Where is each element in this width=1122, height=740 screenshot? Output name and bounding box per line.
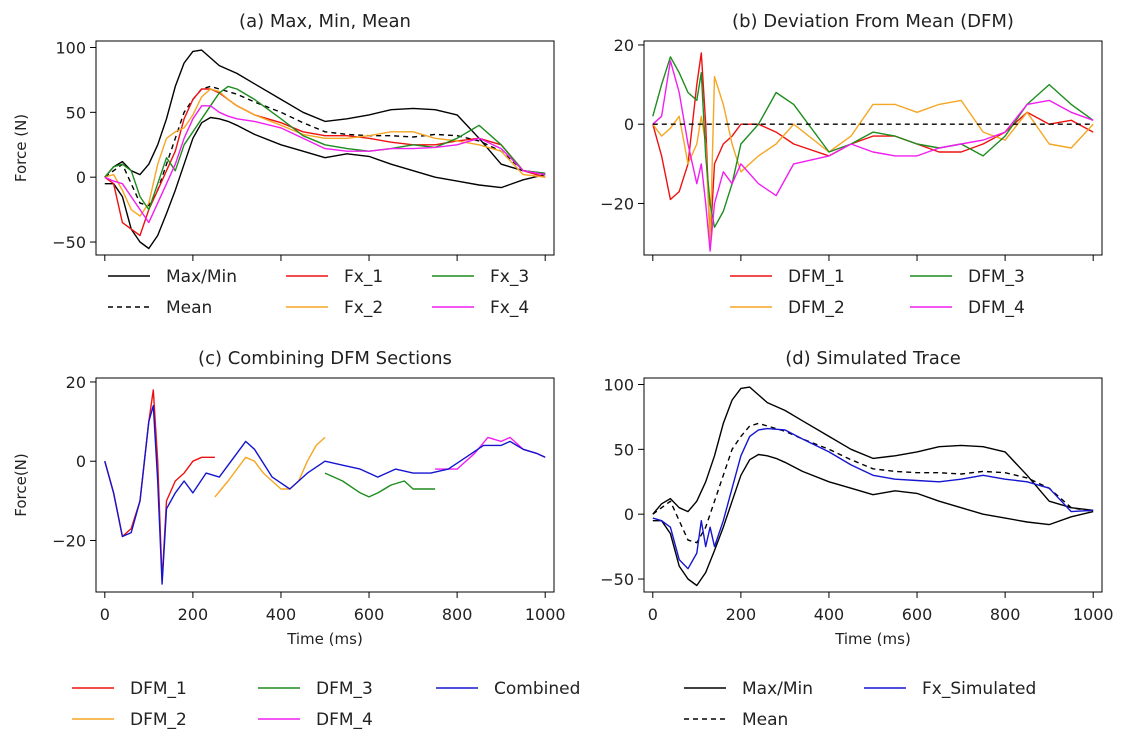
axes-frame (643, 40, 1103, 256)
y-tick-label: 0 (624, 505, 634, 524)
chart-title: (b) Deviation From Mean (DFM) (732, 11, 1014, 32)
legend-label: Mean (166, 298, 212, 318)
series-line-max-min (652, 386, 1094, 515)
axes-frame (95, 377, 555, 593)
x-tick-label: 1000 (525, 605, 566, 624)
series-line-fx-2 (104, 88, 546, 217)
legend-label: Fx_Simulated (922, 679, 1036, 699)
chart-title: (d) Simulated Trace (785, 348, 961, 369)
legend-label: Fx_1 (344, 267, 383, 287)
x-tick-label: 600 (902, 605, 933, 624)
series-line-dfm-4 (435, 436, 546, 470)
y-tick-label: −20 (600, 194, 634, 213)
legend-label: DFM_3 (968, 267, 1025, 287)
y-tick-label: −50 (52, 233, 86, 252)
legend-label: Max/Min (166, 267, 237, 287)
legend-label: DFM_4 (316, 710, 373, 730)
series-line-dfm-3 (324, 472, 436, 498)
series-line-dfm-4 (652, 60, 1094, 252)
legend-label: Fx_4 (490, 298, 529, 318)
legend-label: Max/Min (742, 679, 813, 699)
legend: DFM_1 DFM_2 DFM_3 DFM_4 Combined (72, 679, 580, 730)
series-line-fx-4 (104, 105, 546, 224)
series-line-fx-3 (104, 85, 546, 211)
series-line-aux-1 (652, 453, 1094, 587)
x-tick-label: 400 (814, 605, 845, 624)
legend-label: DFM_4 (968, 298, 1025, 318)
x-axis-label: Time (ms) (286, 630, 363, 648)
legend-label: Fx_3 (490, 267, 529, 287)
legend-label: DFM_2 (788, 298, 845, 318)
series-line-dfm-2 (652, 75, 1094, 244)
chart-a: (a) Max, Min, Mean −50 0 50 100 Force (N) Max/… (12, 11, 555, 318)
x-tick-label: 1000 (1073, 605, 1114, 624)
legend: DFM_1 DFM_2 DFM_3 DFM_4 (730, 267, 1025, 318)
series-line-aux-1 (104, 116, 546, 250)
legend-label: DFM_1 (788, 267, 845, 287)
series-line-max-min (104, 49, 546, 178)
y-tick-label: 20 (614, 36, 634, 55)
y-tick-label: 100 (603, 375, 634, 394)
y-tick-label: 0 (76, 168, 86, 187)
series-line-fx-1 (104, 88, 546, 237)
y-axis-label: Force (N) (12, 114, 30, 182)
legend: Max/Min Mean Fx_1 Fx_2 Fx_3 Fx_4 (108, 267, 529, 318)
series-line-dfm-3 (652, 56, 1094, 229)
x-tick-label: 200 (726, 605, 757, 624)
legend-label: Fx_2 (344, 298, 383, 318)
y-tick-label: 50 (614, 440, 634, 459)
series-line-combined (104, 405, 546, 585)
y-tick-label: 100 (55, 38, 86, 57)
series-line-dfm-1 (652, 52, 1094, 244)
legend-label: DFM_2 (130, 710, 187, 730)
chart-b: (b) Deviation From Mean (DFM) −20 0 20 DFM_1… (600, 11, 1103, 318)
y-tick-label: −50 (600, 570, 634, 589)
chart-title: (c) Combining DFM Sections (198, 348, 452, 369)
y-axis-label: Force(N) (12, 453, 30, 517)
x-tick-label: 600 (354, 605, 385, 624)
y-tick-label: −20 (52, 531, 86, 550)
x-tick-label: 200 (178, 605, 209, 624)
axes-frame (643, 377, 1103, 593)
series-line-dfm-2 (214, 436, 326, 498)
legend-label: Combined (494, 679, 580, 699)
legend-label: DFM_1 (130, 679, 187, 699)
y-tick-label: 20 (66, 373, 86, 392)
axes-frame (95, 40, 555, 256)
x-tick-label: 400 (266, 605, 297, 624)
y-tick-label: 50 (66, 103, 86, 122)
series-line-dfm-1 (104, 389, 215, 581)
x-tick-label: 800 (990, 605, 1021, 624)
chart-title: (a) Max, Min, Mean (239, 11, 411, 32)
legend-label: DFM_3 (316, 679, 373, 699)
series-line-fx-simulated (652, 427, 1094, 570)
x-tick-label: 0 (648, 605, 658, 624)
legend-label: Mean (742, 710, 788, 730)
x-tick-label: 0 (100, 605, 110, 624)
y-tick-label: 0 (76, 452, 86, 471)
legend: Max/Min Mean Fx_Simulated (684, 679, 1036, 730)
x-tick-label: 800 (442, 605, 473, 624)
x-axis-label: Time (ms) (834, 630, 911, 648)
y-tick-label: 0 (624, 115, 634, 134)
